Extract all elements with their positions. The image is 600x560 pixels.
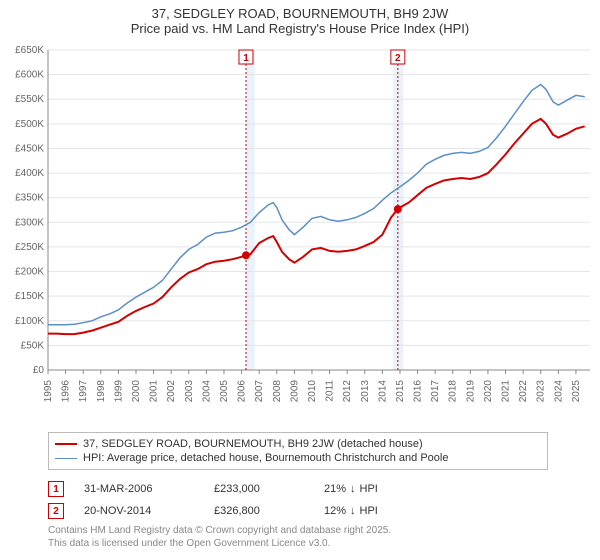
- svg-text:2000: 2000: [131, 380, 142, 403]
- svg-text:1: 1: [243, 53, 249, 64]
- svg-text:2007: 2007: [254, 380, 265, 403]
- svg-text:2015: 2015: [395, 380, 406, 403]
- legend-swatch: [55, 443, 77, 445]
- svg-text:1998: 1998: [96, 380, 107, 403]
- svg-text:2001: 2001: [149, 380, 160, 403]
- legend-label: HPI: Average price, detached house, Bour…: [83, 452, 448, 464]
- svg-text:2021: 2021: [501, 380, 512, 403]
- legend-label: 37, SEDGLEY ROAD, BOURNEMOUTH, BH9 2JW (…: [83, 438, 423, 450]
- svg-text:£300K: £300K: [15, 217, 44, 228]
- sale-marker-badge: 1: [48, 481, 64, 497]
- svg-text:2025: 2025: [571, 380, 582, 403]
- svg-text:1999: 1999: [113, 380, 124, 403]
- sale-price: £233,000: [214, 483, 304, 495]
- svg-text:£200K: £200K: [15, 267, 44, 278]
- footer-line: Contains HM Land Registry data © Crown c…: [48, 524, 568, 537]
- arrow-down-icon: ↓: [350, 483, 356, 495]
- sale-date: 20-NOV-2014: [84, 505, 194, 517]
- footer: Contains HM Land Registry data © Crown c…: [48, 524, 568, 550]
- svg-text:2012: 2012: [342, 380, 353, 403]
- legend-item: 37, SEDGLEY ROAD, BOURNEMOUTH, BH9 2JW (…: [55, 437, 541, 451]
- svg-text:2008: 2008: [272, 380, 283, 403]
- svg-text:2006: 2006: [237, 380, 248, 403]
- svg-text:2009: 2009: [289, 380, 300, 403]
- svg-text:£350K: £350K: [15, 193, 44, 204]
- svg-text:£0: £0: [33, 365, 45, 376]
- svg-text:£400K: £400K: [15, 168, 44, 179]
- legend: 37, SEDGLEY ROAD, BOURNEMOUTH, BH9 2JW (…: [48, 432, 548, 470]
- legend-swatch: [55, 458, 77, 459]
- svg-text:£550K: £550K: [15, 94, 44, 105]
- svg-text:2002: 2002: [166, 380, 177, 403]
- sale-delta-pct: 12%: [324, 505, 346, 517]
- svg-text:2019: 2019: [465, 380, 476, 403]
- svg-text:1995: 1995: [43, 380, 54, 403]
- sale-delta: 12% ↓ HPI: [324, 505, 378, 517]
- sales-table: 1 31-MAR-2006 £233,000 21% ↓ HPI 2 20-NO…: [48, 478, 548, 522]
- chart-svg: £0 £50K £100K £150K £200K £250K £300K £350K £400…: [0, 40, 600, 420]
- footer-line: This data is licensed under the Open Gov…: [48, 537, 568, 550]
- svg-text:2024: 2024: [553, 380, 564, 403]
- legend-item: HPI: Average price, detached house, Bour…: [55, 451, 541, 465]
- svg-text:£150K: £150K: [15, 291, 44, 302]
- svg-text:£250K: £250K: [15, 242, 44, 253]
- svg-text:2004: 2004: [201, 380, 212, 403]
- title-main: 37, SEDGLEY ROAD, BOURNEMOUTH, BH9 2JW: [0, 6, 600, 21]
- svg-text:2003: 2003: [184, 380, 195, 403]
- svg-text:2005: 2005: [219, 380, 230, 403]
- sale-delta: 21% ↓ HPI: [324, 483, 378, 495]
- svg-text:2020: 2020: [483, 380, 494, 403]
- svg-text:2023: 2023: [536, 380, 547, 403]
- svg-text:£650K: £650K: [15, 45, 44, 56]
- svg-text:1996: 1996: [61, 380, 72, 403]
- svg-text:£450K: £450K: [15, 143, 44, 154]
- svg-text:2011: 2011: [325, 380, 336, 402]
- svg-text:£600K: £600K: [15, 70, 44, 81]
- sale-delta-pct: 21%: [324, 483, 346, 495]
- sale-date: 31-MAR-2006: [84, 483, 194, 495]
- sale-price: £326,800: [214, 505, 304, 517]
- svg-text:£50K: £50K: [21, 340, 45, 351]
- arrow-down-icon: ↓: [350, 505, 356, 517]
- sale-delta-suffix: HPI: [360, 505, 378, 517]
- svg-text:2010: 2010: [307, 380, 318, 403]
- sale-row: 2 20-NOV-2014 £326,800 12% ↓ HPI: [48, 500, 548, 522]
- title-sub: Price paid vs. HM Land Registry's House …: [0, 21, 600, 36]
- sale-delta-suffix: HPI: [360, 483, 378, 495]
- svg-text:2014: 2014: [377, 380, 388, 403]
- svg-text:2016: 2016: [413, 380, 424, 403]
- svg-text:1997: 1997: [78, 380, 89, 403]
- sale-marker-badge: 2: [48, 503, 64, 519]
- chart: £0 £50K £100K £150K £200K £250K £300K £350K £400…: [0, 40, 600, 420]
- svg-text:2: 2: [395, 53, 401, 64]
- sale-row: 1 31-MAR-2006 £233,000 21% ↓ HPI: [48, 478, 548, 500]
- svg-text:2018: 2018: [448, 380, 459, 403]
- svg-text:£100K: £100K: [15, 316, 44, 327]
- svg-text:£500K: £500K: [15, 119, 44, 130]
- svg-text:2017: 2017: [430, 380, 441, 403]
- chart-titles: 37, SEDGLEY ROAD, BOURNEMOUTH, BH9 2JW P…: [0, 0, 600, 36]
- svg-text:2013: 2013: [360, 380, 371, 403]
- svg-text:2022: 2022: [518, 380, 529, 403]
